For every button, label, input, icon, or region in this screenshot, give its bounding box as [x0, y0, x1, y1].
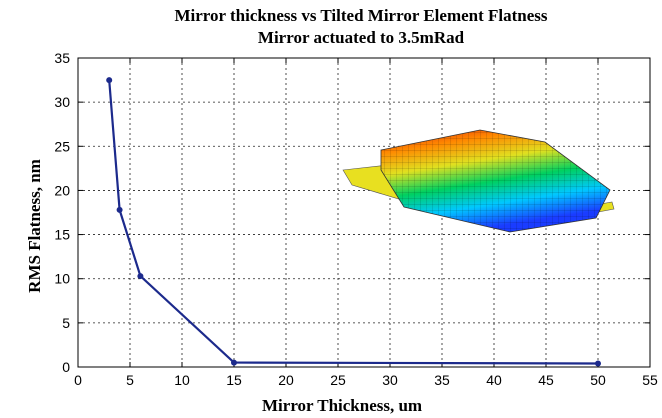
data-point [116, 206, 123, 213]
chart-title: Mirror thickness vs Tilted Mirror Elemen… [174, 6, 548, 25]
x-tick-label: 35 [434, 372, 450, 388]
x-tick-label: 55 [642, 372, 658, 388]
y-axis-label: RMS Flatness, nm [25, 159, 44, 293]
plot-frame [77, 57, 651, 368]
y-tick-label: 15 [54, 227, 70, 243]
x-tick-label: 45 [538, 372, 554, 388]
data-point [595, 360, 601, 367]
y-tick-label: 35 [54, 50, 70, 66]
mirror-surface-mesh-icon [342, 129, 615, 233]
y-tick-label: 0 [62, 359, 70, 375]
x-tick-label: 15 [226, 372, 242, 388]
data-point [106, 77, 113, 84]
y-tick-label: 30 [54, 94, 70, 110]
x-tick-label: 10 [174, 372, 190, 388]
x-axis-label: Mirror Thickness, um [262, 396, 423, 415]
x-tick-label: 0 [74, 372, 82, 388]
y-tick-label: 25 [54, 138, 70, 154]
mirror-mesh-overlay [381, 130, 610, 232]
x-tick-label: 30 [382, 372, 398, 388]
x-tick-label: 50 [590, 372, 606, 388]
x-tick-label: 25 [330, 372, 346, 388]
chart-subtitle: Mirror actuated to 3.5mRad [257, 28, 465, 47]
x-tick-label: 40 [486, 372, 502, 388]
x-tick-label: 5 [126, 372, 134, 388]
y-tick-label: 20 [54, 182, 70, 198]
y-tick-label: 10 [54, 271, 70, 287]
x-tick-label: 20 [278, 372, 294, 388]
data-point [137, 273, 144, 280]
y-tick-label: 5 [62, 315, 70, 331]
data-point [231, 359, 237, 366]
